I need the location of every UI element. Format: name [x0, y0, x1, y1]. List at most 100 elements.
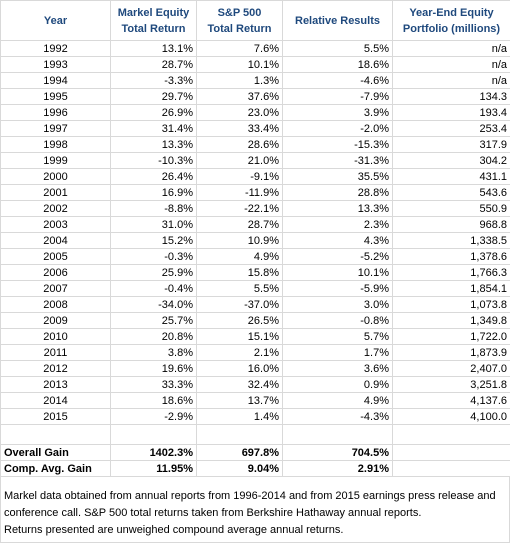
year-cell: 2004: [1, 233, 111, 249]
year-cell: 1999: [1, 153, 111, 169]
value-cell: 15.8%: [197, 265, 283, 281]
value-cell: 15.2%: [111, 233, 197, 249]
summary-value: 2.91%: [283, 461, 393, 477]
empty-cell: [393, 461, 510, 477]
value-cell: 25.9%: [111, 265, 197, 281]
year-cell: 1994: [1, 73, 111, 89]
value-cell: -34.0%: [111, 297, 197, 313]
data-row: 2005-0.3%4.9%-5.2%1,378.6: [1, 249, 510, 265]
header-line: Portfolio (millions): [396, 21, 507, 37]
summary-label: Comp. Avg. Gain: [1, 461, 111, 477]
year-cell: 2014: [1, 393, 111, 409]
empty-cell: [393, 445, 510, 461]
value-cell: -2.0%: [283, 121, 393, 137]
value-cell: -15.3%: [283, 137, 393, 153]
value-cell: 28.6%: [197, 137, 283, 153]
value-cell: 26.9%: [111, 105, 197, 121]
value-cell: 28.8%: [283, 185, 393, 201]
value-cell: -2.9%: [111, 409, 197, 425]
data-row: 2008-34.0%-37.0%3.0%1,073.8: [1, 297, 510, 313]
value-cell: 31.4%: [111, 121, 197, 137]
value-cell: 3.0%: [283, 297, 393, 313]
value-cell: -10.3%: [111, 153, 197, 169]
year-cell: 1993: [1, 57, 111, 73]
value-cell: 1,766.3: [393, 265, 510, 281]
value-cell: 10.1%: [197, 57, 283, 73]
value-cell: 968.8: [393, 217, 510, 233]
spacer: [0, 477, 510, 485]
year-cell: 1996: [1, 105, 111, 121]
value-cell: 31.0%: [111, 217, 197, 233]
value-cell: -4.6%: [283, 73, 393, 89]
value-cell: 4,137.6: [393, 393, 510, 409]
value-cell: -37.0%: [197, 297, 283, 313]
empty-cell: [393, 425, 510, 445]
year-cell: 2012: [1, 361, 111, 377]
value-cell: 18.6%: [283, 57, 393, 73]
value-cell: 13.3%: [111, 137, 197, 153]
summary-value: 9.04%: [197, 461, 283, 477]
value-cell: 16.9%: [111, 185, 197, 201]
year-cell: 1998: [1, 137, 111, 153]
year-cell: 2000: [1, 169, 111, 185]
value-cell: 1.3%: [197, 73, 283, 89]
value-cell: n/a: [393, 73, 510, 89]
value-cell: 5.5%: [283, 41, 393, 57]
value-cell: -5.9%: [283, 281, 393, 297]
value-cell: 13.1%: [111, 41, 197, 57]
summary-value: 11.95%: [111, 461, 197, 477]
summary-value: 704.5%: [283, 445, 393, 461]
value-cell: -0.8%: [283, 313, 393, 329]
value-cell: -11.9%: [197, 185, 283, 201]
value-cell: 2.1%: [197, 345, 283, 361]
value-cell: 4.3%: [283, 233, 393, 249]
value-cell: 5.5%: [197, 281, 283, 297]
year-cell: 2002: [1, 201, 111, 217]
blank-row: [1, 425, 510, 445]
value-cell: 29.7%: [111, 89, 197, 105]
value-cell: 23.0%: [197, 105, 283, 121]
data-row: 2002-8.8%-22.1%13.3%550.9: [1, 201, 510, 217]
data-row: 1999-10.3%21.0%-31.3%304.2: [1, 153, 510, 169]
value-cell: -8.8%: [111, 201, 197, 217]
summary-value: 697.8%: [197, 445, 283, 461]
value-cell: 1.4%: [197, 409, 283, 425]
value-cell: 15.1%: [197, 329, 283, 345]
value-cell: 543.6: [393, 185, 510, 201]
value-cell: 13.7%: [197, 393, 283, 409]
value-cell: 33.4%: [197, 121, 283, 137]
year-cell: 2015: [1, 409, 111, 425]
header-line: Year: [4, 13, 107, 29]
value-cell: 1,873.9: [393, 345, 510, 361]
value-cell: -22.1%: [197, 201, 283, 217]
year-cell: 2003: [1, 217, 111, 233]
value-cell: 26.5%: [197, 313, 283, 329]
value-cell: 3.6%: [283, 361, 393, 377]
value-cell: 10.1%: [283, 265, 393, 281]
value-cell: 4.9%: [197, 249, 283, 265]
value-cell: -0.4%: [111, 281, 197, 297]
value-cell: 3,251.8: [393, 377, 510, 393]
value-cell: 28.7%: [197, 217, 283, 233]
value-cell: -3.3%: [111, 73, 197, 89]
value-cell: 2,407.0: [393, 361, 510, 377]
value-cell: n/a: [393, 57, 510, 73]
value-cell: 550.9: [393, 201, 510, 217]
year-cell: 2005: [1, 249, 111, 265]
header-line: Total Return: [200, 21, 279, 37]
